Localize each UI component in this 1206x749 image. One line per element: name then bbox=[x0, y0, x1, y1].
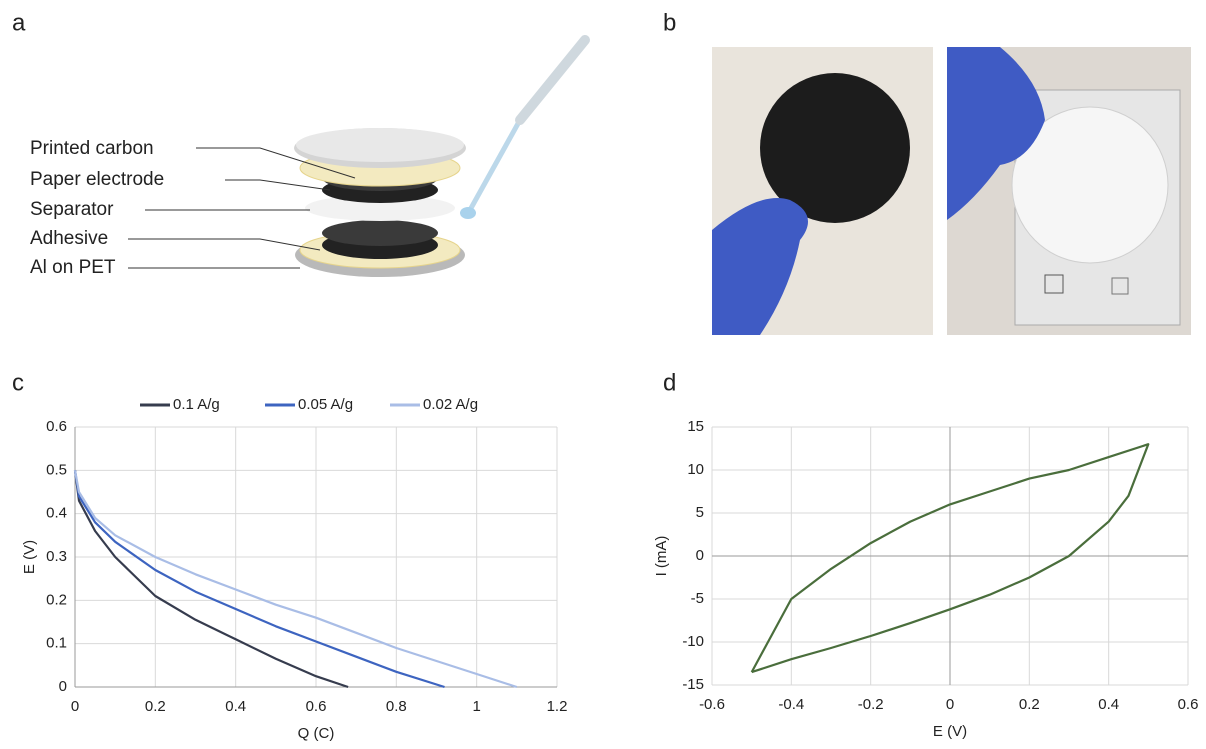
layer-label: Separator bbox=[30, 199, 114, 220]
y-tick-label: 15 bbox=[687, 418, 704, 435]
panel-label: d bbox=[663, 369, 676, 396]
y-tick-label: 0.2 bbox=[46, 591, 67, 608]
y-tick-label: 10 bbox=[687, 461, 704, 478]
y-tick-label: 0.6 bbox=[46, 418, 67, 435]
panel-label: c bbox=[12, 369, 24, 396]
y-tick-label: -5 bbox=[691, 590, 704, 607]
x-axis-label: E (V) bbox=[933, 723, 967, 740]
layer-label: Paper electrode bbox=[30, 169, 164, 190]
panel-label: b bbox=[663, 9, 676, 36]
device-diagram bbox=[128, 35, 590, 277]
line-series bbox=[750, 443, 1150, 674]
x-tick-label: 0.6 bbox=[1178, 696, 1199, 713]
panel-label: a bbox=[12, 9, 26, 36]
y-tick-label: -10 bbox=[682, 633, 704, 650]
x-tick-label: 0.4 bbox=[225, 698, 246, 715]
photo bbox=[947, 47, 1191, 335]
x-tick-label: -0.4 bbox=[778, 696, 804, 713]
layer-label: Adhesive bbox=[30, 228, 108, 249]
y-tick-label: 0.5 bbox=[46, 461, 67, 478]
legend-label: 0.05 A/g bbox=[298, 396, 353, 413]
layer-label: Printed carbon bbox=[30, 138, 154, 159]
y-tick-label: 0.3 bbox=[46, 548, 67, 565]
photo bbox=[712, 47, 933, 335]
y-tick-label: 0.4 bbox=[46, 505, 67, 522]
x-tick-label: 0.2 bbox=[1019, 696, 1040, 713]
line-series bbox=[73, 470, 518, 689]
x-tick-label: 0.8 bbox=[386, 698, 407, 715]
legend-label: 0.02 A/g bbox=[423, 396, 478, 413]
y-tick-label: 0 bbox=[696, 547, 704, 564]
line-series bbox=[73, 470, 445, 689]
layer-label: Al on PET bbox=[30, 257, 116, 278]
x-tick-label: 0 bbox=[71, 698, 79, 715]
x-tick-label: 0 bbox=[946, 696, 954, 713]
x-tick-label: 0.4 bbox=[1098, 696, 1119, 713]
x-tick-label: 0.6 bbox=[306, 698, 327, 715]
y-tick-label: 0.1 bbox=[46, 635, 67, 652]
y-axis-label: E (V) bbox=[21, 540, 38, 574]
y-tick-label: 0 bbox=[59, 678, 67, 695]
y-tick-label: -15 bbox=[682, 676, 704, 693]
x-tick-label: 1 bbox=[472, 698, 480, 715]
x-tick-label: -0.6 bbox=[699, 696, 725, 713]
legend-label: 0.1 A/g bbox=[173, 396, 220, 413]
x-tick-label: 1.2 bbox=[547, 698, 568, 715]
x-axis-label: Q (C) bbox=[298, 725, 335, 742]
x-tick-label: -0.2 bbox=[858, 696, 884, 713]
y-axis-label: I (mA) bbox=[653, 536, 670, 577]
line-series bbox=[73, 470, 349, 689]
y-tick-label: 5 bbox=[696, 504, 704, 521]
x-tick-label: 0.2 bbox=[145, 698, 166, 715]
